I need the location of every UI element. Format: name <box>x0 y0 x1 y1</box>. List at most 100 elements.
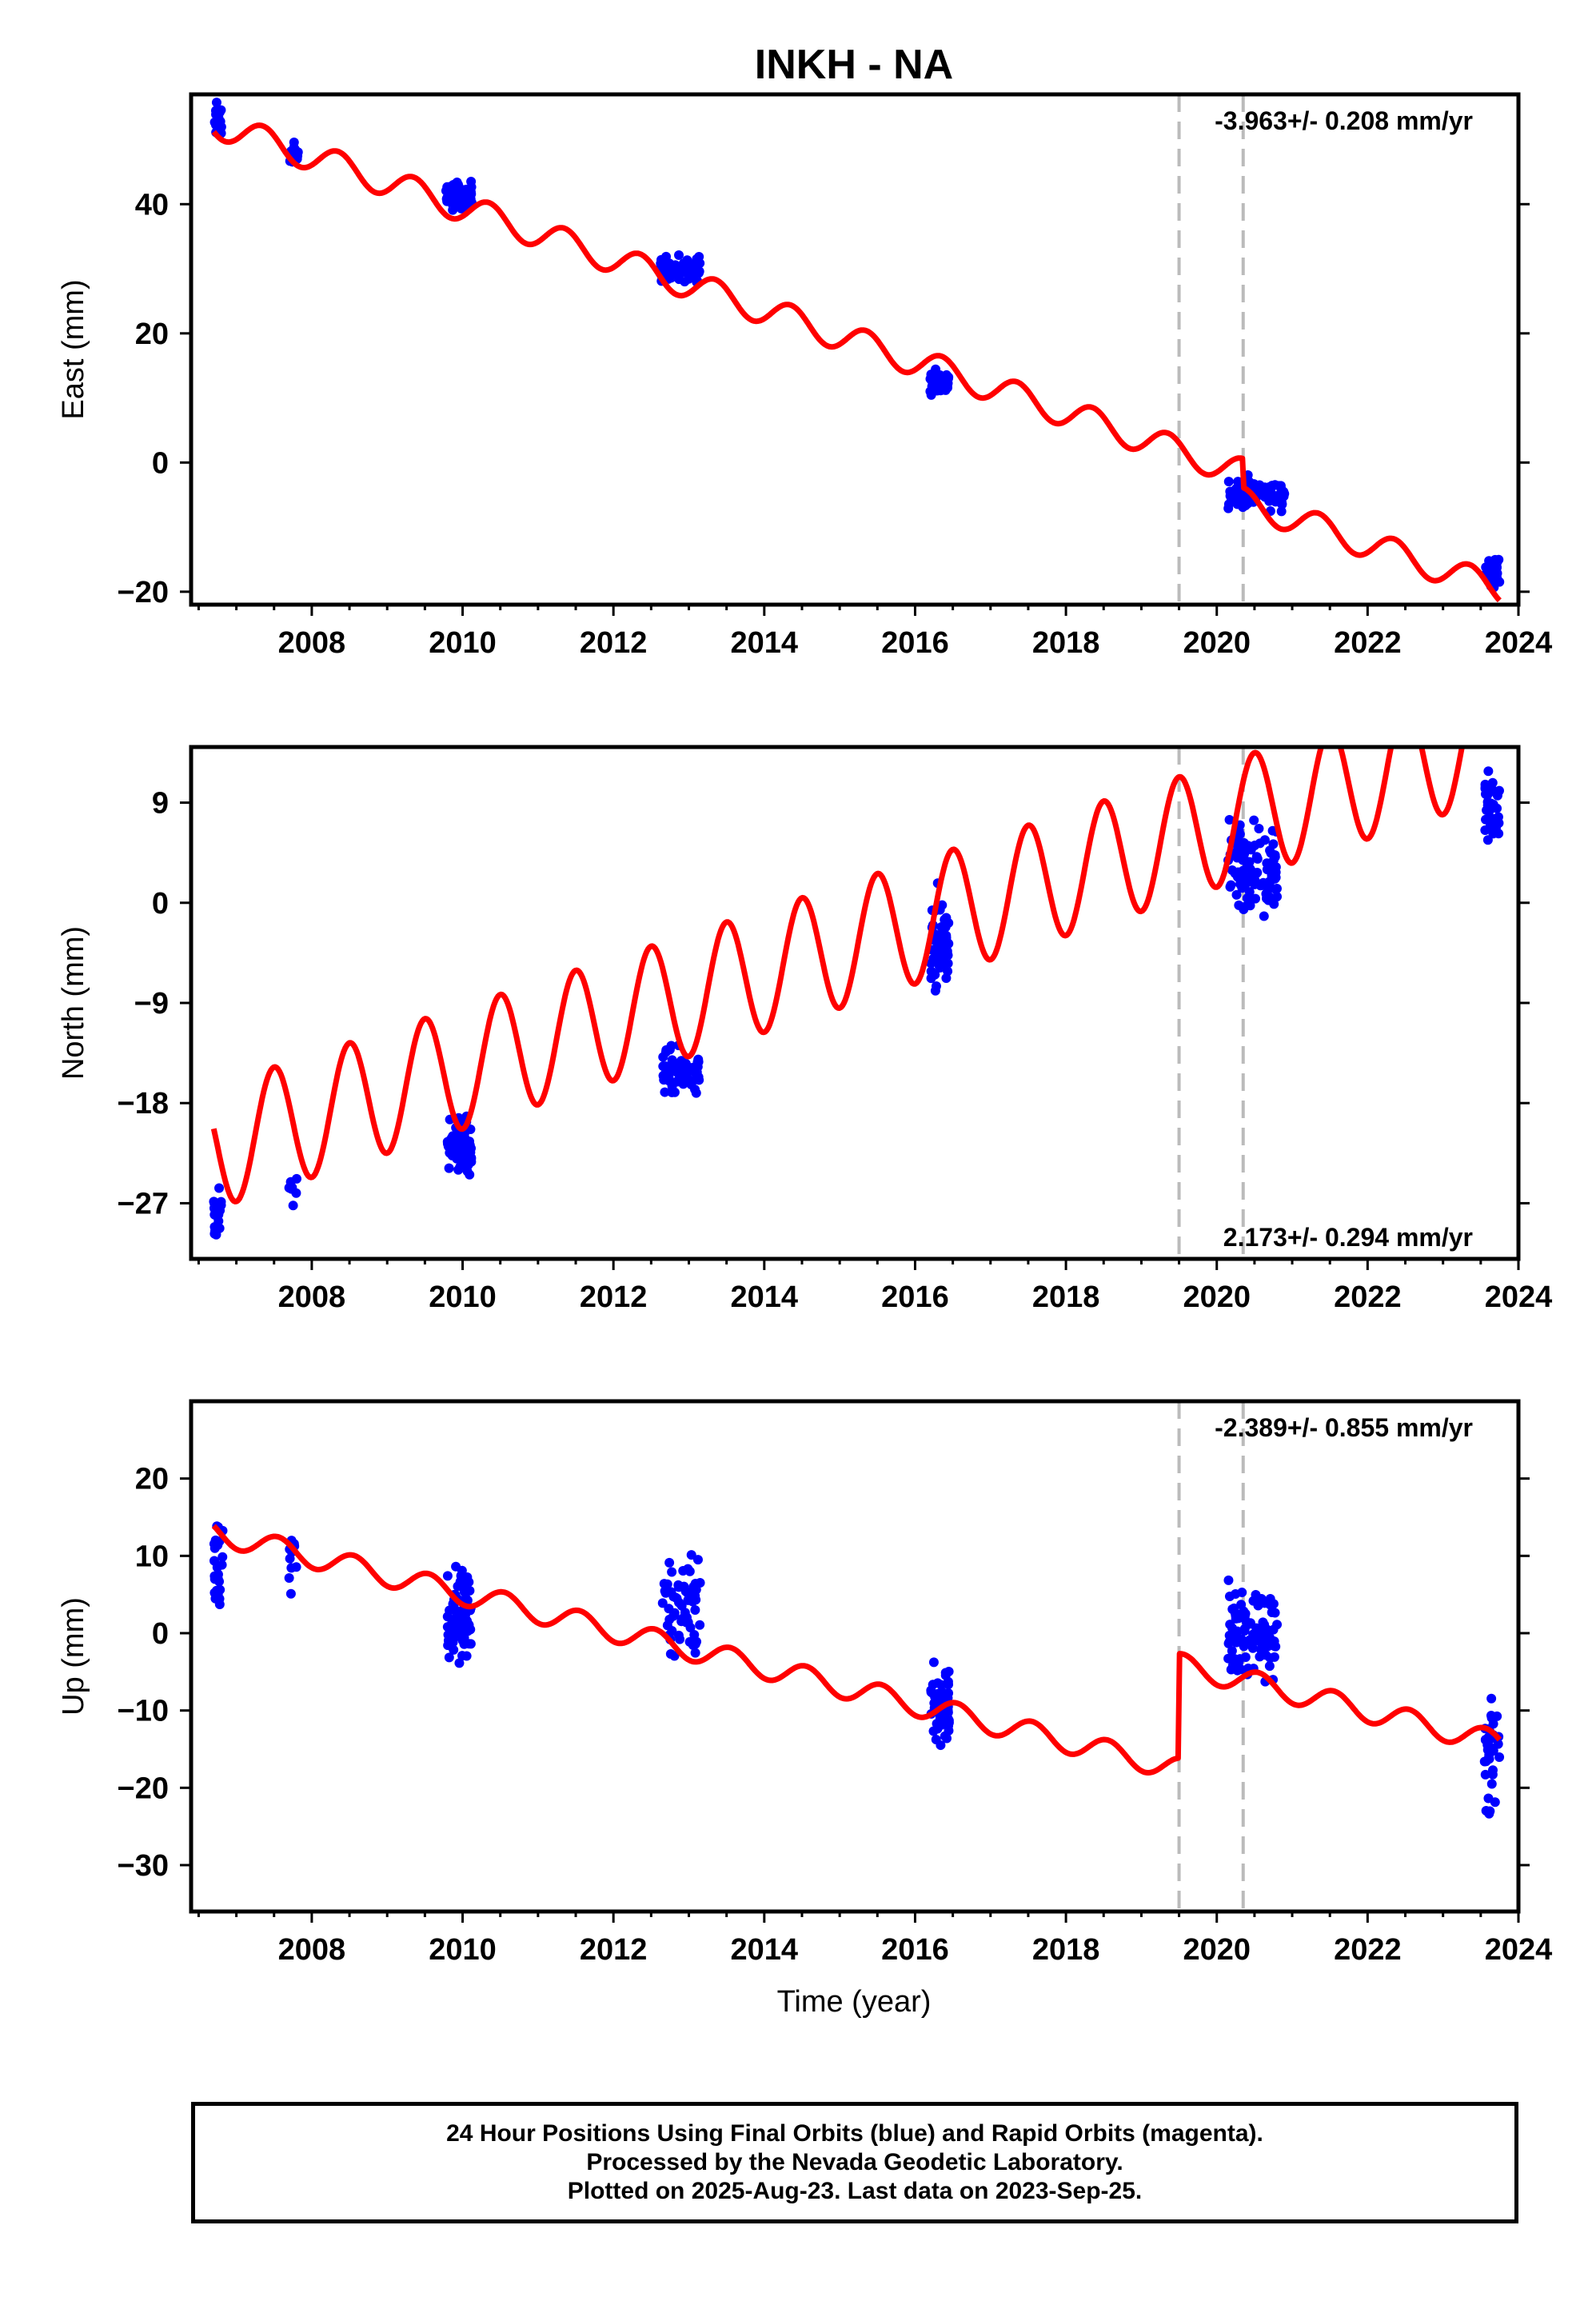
east-observations <box>209 98 1505 593</box>
up-y-tick-label: −30 <box>118 1849 169 1883</box>
north-data-point <box>444 1163 454 1173</box>
north-y-tick-label: −9 <box>134 987 169 1021</box>
north-data-point <box>1268 839 1279 849</box>
up-data-point <box>464 1577 474 1588</box>
north-data-point <box>1261 893 1271 904</box>
up-data-point <box>443 1640 453 1651</box>
up-x-tick-label: 2008 <box>278 1933 346 1967</box>
east-data-point <box>664 266 675 276</box>
north-data-point <box>688 1062 698 1073</box>
up-data-point <box>285 1588 296 1599</box>
up-data-point <box>1235 1654 1245 1664</box>
east-data-point <box>459 191 469 202</box>
east-y-tick-label: 0 <box>152 446 169 480</box>
north-x-tick-label: 2022 <box>1334 1280 1402 1314</box>
up-data-point <box>1231 1613 1242 1624</box>
north-y-tick-label: 9 <box>152 787 169 821</box>
up-data-point <box>213 1589 223 1600</box>
north-data-point <box>457 1156 468 1166</box>
up-data-point <box>444 1652 454 1663</box>
up-data-point <box>452 1609 462 1620</box>
north-data-point <box>1483 766 1494 777</box>
up-plot-frame <box>189 1399 1521 1914</box>
north-data-point <box>466 1143 477 1153</box>
up-data-point <box>690 1605 700 1616</box>
footer-line-1: 24 Hour Positions Using Final Orbits (bl… <box>446 2120 1263 2147</box>
north-data-point <box>660 1087 670 1097</box>
up-data-point <box>1271 1641 1281 1652</box>
north-data-point <box>934 946 944 957</box>
panels: 2008 2010 2012 2014 2016 2018 2020 2022 2024−200… <box>57 92 1553 1967</box>
up-data-point <box>217 1552 228 1562</box>
up-data-point <box>936 1689 946 1700</box>
north-data-point <box>1252 853 1263 864</box>
panel-up: 2008 2010 2012 2014 2016 2018 2020 2022 2024−30−… <box>57 1399 1552 1967</box>
north-data-point <box>1239 871 1249 881</box>
north-data-point <box>285 1176 296 1187</box>
up-data-point <box>459 1587 469 1597</box>
up-data-point <box>214 1599 225 1609</box>
up-data-point <box>1245 1618 1255 1628</box>
north-data-point <box>452 1148 462 1158</box>
east-data-point <box>941 370 952 380</box>
up-data-point <box>665 1648 676 1659</box>
up-y-tick-label: −20 <box>118 1772 169 1805</box>
east-data-point <box>691 266 701 276</box>
north-x-axis: 2008 2010 2012 2014 2016 2018 2020 2022 2024 <box>197 1259 1553 1314</box>
north-data-point <box>691 1088 701 1098</box>
up-data-point <box>692 1636 702 1647</box>
north-data-point <box>930 956 940 966</box>
up-data-point <box>1226 1664 1236 1675</box>
east-x-tick-label: 2020 <box>1183 626 1251 660</box>
up-x-tick-label: 2014 <box>731 1933 799 1967</box>
footer-line-2: Processed by the Nevada Geodetic Laborat… <box>586 2149 1123 2175</box>
north-data-point <box>209 1226 220 1236</box>
up-data-point <box>445 1605 455 1616</box>
north-data-point <box>1233 851 1243 861</box>
north-x-tick-label: 2024 <box>1485 1280 1553 1314</box>
north-data-point <box>1231 889 1242 900</box>
up-data-point <box>1486 1693 1497 1704</box>
north-x-tick-label: 2010 <box>429 1280 497 1314</box>
up-data-point <box>943 1678 953 1688</box>
north-y-tick-label: −27 <box>118 1187 169 1220</box>
north-y-axis-label: North (mm) <box>57 926 90 1080</box>
up-y-axis-label: Up (mm) <box>57 1597 90 1716</box>
up-data-point <box>688 1596 698 1607</box>
up-data-point <box>443 1630 453 1640</box>
north-data-point <box>940 914 950 925</box>
up-data-point <box>928 1657 939 1668</box>
north-data-point <box>1266 848 1276 858</box>
east-x-tick-label: 2016 <box>881 626 949 660</box>
north-data-point <box>1272 892 1283 902</box>
up-data-point <box>465 1639 476 1649</box>
up-observations <box>209 1521 1505 1819</box>
up-data-point <box>1494 1752 1505 1763</box>
east-data-point <box>466 177 477 187</box>
up-y-tick-label: −10 <box>118 1695 169 1728</box>
up-data-point <box>1235 1637 1246 1648</box>
up-data-point <box>683 1564 693 1574</box>
up-data-point <box>690 1648 700 1658</box>
east-x-axis: 2008 2010 2012 2014 2016 2018 2020 2022 2024 <box>197 605 1552 660</box>
east-y-axis: −20 0 20 40 <box>118 188 1530 609</box>
east-data-point <box>1485 565 1495 575</box>
east-data-point <box>926 389 936 400</box>
up-data-point <box>213 1574 223 1584</box>
up-data-point <box>1259 1628 1270 1639</box>
up-data-point <box>944 1725 954 1736</box>
north-data-point <box>465 1153 476 1164</box>
up-data-point <box>209 1556 219 1566</box>
east-data-point <box>1255 480 1265 490</box>
north-data-point <box>659 1075 669 1085</box>
up-data-point <box>1255 1652 1265 1662</box>
up-data-point <box>681 1612 692 1623</box>
up-x-tick-label: 2022 <box>1334 1933 1402 1967</box>
up-data-point <box>932 1678 943 1688</box>
up-data-point <box>1240 1608 1251 1619</box>
up-data-point <box>944 1716 954 1726</box>
footer-line-3: Plotted on 2025-Aug-23. Last data on 202… <box>567 2178 1143 2204</box>
north-x-tick-label: 2014 <box>731 1280 799 1314</box>
east-data-point <box>694 252 704 262</box>
up-data-point <box>1263 1641 1273 1652</box>
